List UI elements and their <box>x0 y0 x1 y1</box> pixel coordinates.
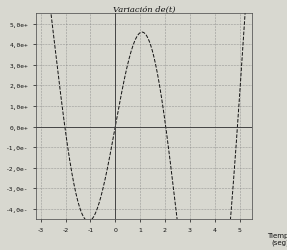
Title: Variación de(t): Variación de(t) <box>113 6 175 14</box>
X-axis label: Tiempo
(seg): Tiempo (seg) <box>267 232 287 245</box>
